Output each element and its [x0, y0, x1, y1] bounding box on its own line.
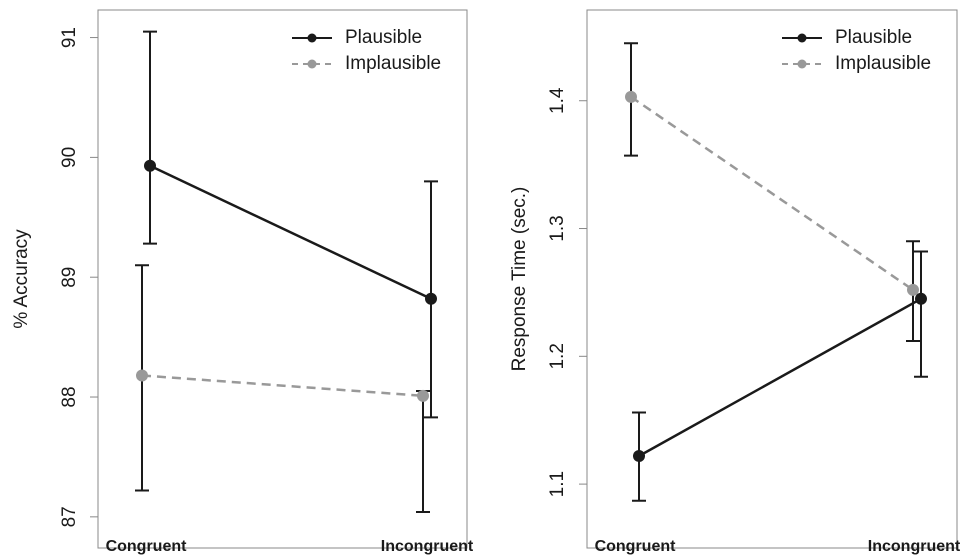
point	[625, 90, 637, 103]
point	[144, 159, 156, 172]
x-tick-label: Congruent	[595, 538, 677, 555]
series-line	[149, 164, 432, 300]
error-bar	[416, 390, 430, 514]
legend-label: Plausible	[835, 27, 912, 48]
point	[425, 292, 437, 305]
point	[915, 292, 927, 305]
y-tick-label: 1.3	[547, 215, 568, 241]
legend-marker	[797, 59, 807, 69]
y-tick-label: 88	[59, 386, 80, 407]
y-axis-label: Response Time (sec.)	[509, 187, 530, 372]
error-bar	[143, 30, 157, 245]
y-tick-label: 1.4	[547, 87, 568, 114]
legend-label: Implausible	[835, 53, 931, 74]
plot-frame	[586, 9, 958, 549]
y-tick-label: 90	[59, 147, 80, 168]
legend-label: Plausible	[345, 27, 422, 48]
y-tick-label: 91	[59, 27, 80, 48]
x-tick-label: Congruent	[106, 538, 188, 555]
legend-marker	[307, 59, 317, 69]
point	[417, 389, 429, 402]
y-tick-label: 1.2	[547, 343, 568, 369]
plot-frame	[97, 9, 468, 549]
y-tick-label: 87	[59, 506, 80, 527]
legend-marker	[307, 33, 317, 43]
y-axis-label: % Accuracy	[11, 229, 32, 329]
point	[907, 283, 919, 296]
series-line	[141, 374, 424, 398]
error-bar	[914, 250, 928, 378]
point	[633, 449, 645, 462]
x-tick-label: Incongruent	[868, 538, 961, 555]
legend-marker	[797, 33, 807, 43]
y-tick-label: 89	[59, 267, 80, 288]
y-tick-label: 1.1	[547, 471, 568, 497]
x-tick-label: Incongruent	[381, 538, 474, 555]
legend-label: Implausible	[345, 53, 441, 74]
series-line	[638, 297, 922, 458]
series-line	[630, 95, 914, 291]
point	[136, 369, 148, 382]
